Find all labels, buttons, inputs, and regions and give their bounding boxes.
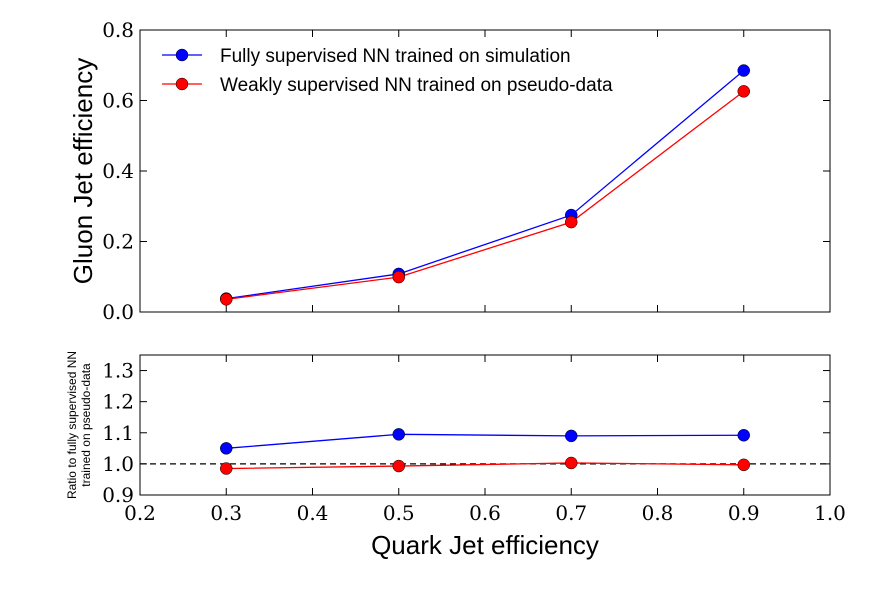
bottom-ytick-labels: 0.9 1.0 1.1 1.2 1.3 (102, 359, 134, 507)
legend-label-fully-supervised: Fully supervised NN trained on simulatio… (220, 46, 571, 67)
top-ytick-label-0-6: 0.6 (102, 89, 134, 113)
bottom-point-fully-supervised-nn-trained-on-simulation-0-7 (565, 429, 578, 443)
top-point-weakly-supervised-nn-trained-on-pseudo-data-0-7 (565, 215, 578, 229)
xtick-label-0-8: 0.8 (642, 501, 674, 525)
bottom-ytick-label-1-3: 1.3 (102, 359, 134, 383)
top-point-fully-supervised-nn-trained-on-simulation-0-9 (737, 64, 750, 77)
legend-marker-weakly-supervised (175, 77, 189, 91)
top-ytick-labels: 0.0 0.2 0.4 0.6 0.8 (102, 18, 134, 324)
bottom-point-weakly-supervised-nn-trained-on-pseudo-data-0-5 (392, 459, 405, 473)
bottom-ytick-label-1-1: 1.1 (102, 421, 134, 445)
legend-marker-fully-supervised (175, 48, 189, 62)
top-panel: 0.0 0.2 0.4 0.6 0.8 Gluon Jet efficiency Ful… (68, 18, 831, 324)
top-ytick-label-0-2: 0.2 (102, 230, 134, 254)
top-ytick-label-0-8: 0.8 (102, 18, 134, 42)
top-point-weakly-supervised-nn-trained-on-pseudo-data-0-5 (392, 270, 405, 284)
xtick-label-0-5: 0.5 (383, 501, 415, 525)
top-ytick-label-0-4: 0.4 (102, 159, 134, 183)
xtick-label-0-7: 0.7 (555, 501, 587, 525)
top-ytick-label-0-0: 0.0 (102, 300, 134, 324)
top-point-weakly-supervised-nn-trained-on-pseudo-data-0-3 (220, 293, 233, 306)
bottom-xtick-labels: 0.2 0.3 0.4 0.5 0.6 0.7 0.8 0.9 1.0 (124, 501, 846, 525)
bottom-y-axis-label-line1: Ratio to fully supervised NN (65, 351, 79, 499)
legend-label-weakly-supervised: Weakly supervised NN trained on pseudo-d… (220, 75, 613, 96)
bottom-point-weakly-supervised-nn-trained-on-pseudo-data-0-7 (565, 456, 578, 470)
bottom-series (220, 428, 750, 475)
xtick-label-0-6: 0.6 (469, 501, 501, 525)
top-series-line-fully-supervised-nn-trained-on-simulation (226, 70, 745, 300)
top-y-axis-label: Gluon Jet efficiency (68, 58, 98, 284)
bottom-ytick-label-1-2: 1.2 (102, 390, 134, 414)
x-axis-label: Quark Jet efficiency (371, 530, 599, 560)
bottom-series-line-fully-supervised-nn-trained-on-simulation (226, 433, 744, 449)
xtick-label-0-2: 0.2 (124, 501, 156, 525)
bottom-point-fully-supervised-nn-trained-on-simulation-0-3 (220, 442, 233, 455)
bottom-panel: 0.9 1.0 1.1 1.2 1.3 0.2 0.3 0.4 0.5 0.6 0.7 0.8 0.9… (65, 351, 846, 560)
bottom-point-weakly-supervised-nn-trained-on-pseudo-data-0-3 (220, 462, 233, 475)
top-series (220, 64, 750, 306)
bottom-ytick-label-0-9: 0.9 (102, 483, 134, 507)
top-series-line-weakly-supervised-nn-trained-on-pseudo-data (226, 90, 745, 300)
xtick-label-0-4: 0.4 (297, 501, 329, 525)
top-axes-frame (139, 29, 831, 313)
bottom-ytick-label-1-0: 1.0 (102, 452, 134, 476)
xtick-label-0-9: 0.9 (728, 501, 760, 525)
xtick-label-1-0: 1.0 (814, 501, 846, 525)
bottom-point-fully-supervised-nn-trained-on-simulation-0-5 (392, 428, 405, 441)
top-point-weakly-supervised-nn-trained-on-pseudo-data-0-9 (737, 85, 750, 98)
bottom-axes-frame (139, 354, 831, 496)
bottom-series-line-weakly-supervised-nn-trained-on-pseudo-data (226, 462, 744, 470)
xtick-label-0-3: 0.3 (210, 501, 242, 525)
legend: Fully supervised NN trained on simulatio… (162, 46, 613, 96)
bottom-point-weakly-supervised-nn-trained-on-pseudo-data-0-9 (737, 458, 750, 472)
bottom-y-axis-label-line2: trained on pseudo-data (79, 363, 93, 487)
bottom-point-fully-supervised-nn-trained-on-simulation-0-9 (737, 429, 750, 442)
